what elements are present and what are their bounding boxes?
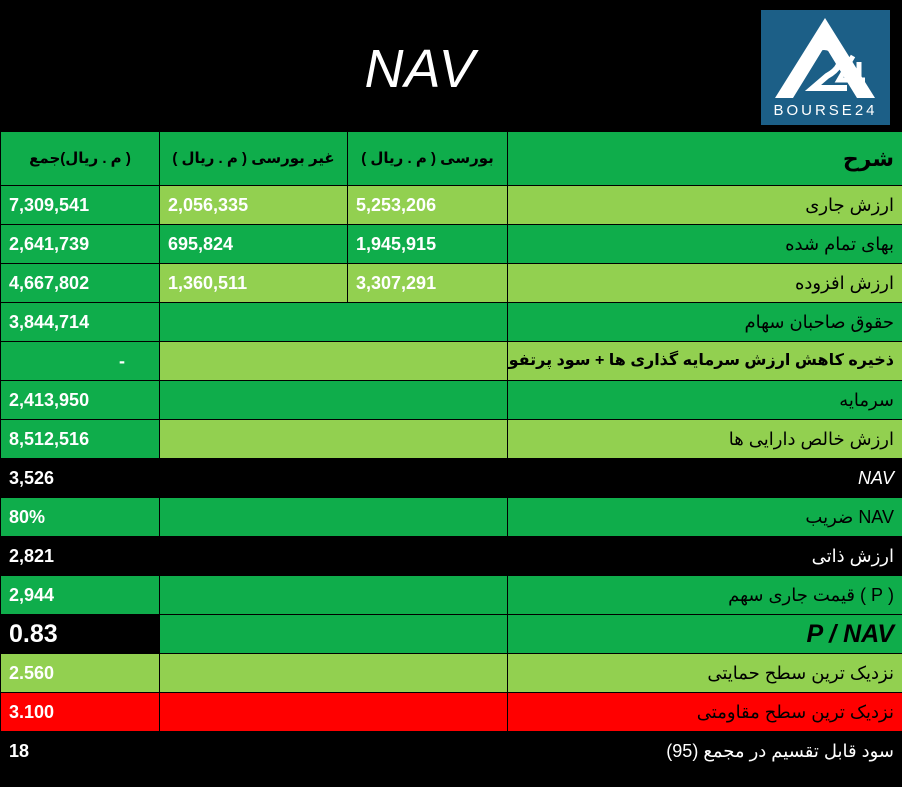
blank-cell xyxy=(159,497,508,537)
cell-total: 2,821 xyxy=(0,536,160,576)
row-label: سرمایه xyxy=(507,380,902,420)
row-label: NAV ضریب xyxy=(507,497,902,537)
table-row: 18 سود قابل تقسیم در مجمع (95) xyxy=(0,731,902,771)
table-row: 2,641,739 695,824 1,945,915 بهای تمام شد… xyxy=(0,224,902,264)
table-row: - ذخیره کاهش ارزش سرمایه گذاری ها + سود … xyxy=(0,341,902,381)
table-row: 4,667,802 1,360,511 3,307,291 ارزش افزود… xyxy=(0,263,902,303)
blank-cell xyxy=(159,731,508,771)
cell-non-bourse: 1,360,511 xyxy=(159,263,348,303)
cell-total: 4,667,802 xyxy=(0,263,160,303)
cell-non-bourse: 695,824 xyxy=(159,224,348,264)
blank-cell xyxy=(159,380,508,420)
blank-cell xyxy=(159,614,508,654)
table-row: 2,944 ( P ) قیمت جاری سهم xyxy=(0,575,902,615)
cell-bourse: 3,307,291 xyxy=(347,263,508,303)
row-label: ارزش خالص دارایی ها xyxy=(507,419,902,459)
row-label: بهای تمام شده xyxy=(507,224,902,264)
header-description: شرح xyxy=(507,131,902,186)
table-row: 3,526 NAV xyxy=(0,458,902,498)
cell-total: 18 xyxy=(0,731,160,771)
row-label: سود قابل تقسیم در مجمع (95) xyxy=(507,731,902,771)
table-row: 2.560 نزدیک ترین سطح حمایتی xyxy=(0,653,902,693)
cell-non-bourse: 2,056,335 xyxy=(159,185,348,225)
cell-total: 3.100 xyxy=(0,692,160,732)
table-row: 7,309,541 2,056,335 5,253,206 ارزش جاری xyxy=(0,185,902,225)
page-title: NAV xyxy=(364,39,476,99)
bourse24-logo: BOURSE24 xyxy=(761,10,890,125)
header-total: ( م . ریال)جمع xyxy=(0,131,160,186)
table-row: 2,821 ارزش ذاتی xyxy=(0,536,902,576)
row-label: ذخیره کاهش ارزش سرمایه گذاری ها + سود پر… xyxy=(507,341,902,381)
blank-cell xyxy=(159,419,508,459)
row-label: NAV xyxy=(507,458,902,498)
row-label: ارزش ذاتی xyxy=(507,536,902,576)
header: NAV BOURSE24 xyxy=(0,0,902,131)
row-label: ( P ) قیمت جاری سهم xyxy=(507,575,902,615)
cell-bourse: 1,945,915 xyxy=(347,224,508,264)
logo-mark-icon xyxy=(775,18,875,98)
cell-bourse: 5,253,206 xyxy=(347,185,508,225)
table-row: 80% NAV ضریب xyxy=(0,497,902,537)
cell-total: 8,512,516 xyxy=(0,419,160,459)
cell-total: 7,309,541 xyxy=(0,185,160,225)
cell-total: 2,944 xyxy=(0,575,160,615)
row-label: حقوق صاحبان سهام xyxy=(507,302,902,342)
blank-cell xyxy=(159,536,508,576)
cell-total: 3,844,714 xyxy=(0,302,160,342)
blank-cell xyxy=(159,653,508,693)
row-label: نزدیک ترین سطح حمایتی xyxy=(507,653,902,693)
header-non-bourse: غیر بورسی ( م . ریال ) xyxy=(159,131,348,186)
nav-table: ( م . ریال)جمع غیر بورسی ( م . ریال ) بو… xyxy=(0,131,902,771)
cell-total: 80% xyxy=(0,497,160,537)
row-label: P / NAV xyxy=(507,614,902,654)
table-row: 3,844,714 حقوق صاحبان سهام xyxy=(0,302,902,342)
logo-text: BOURSE24 xyxy=(773,102,878,119)
row-label: ارزش جاری xyxy=(507,185,902,225)
cell-total: 2,641,739 xyxy=(0,224,160,264)
table-row: 8,512,516 ارزش خالص دارایی ها xyxy=(0,419,902,459)
blank-cell xyxy=(159,575,508,615)
cell-total: 3,526 xyxy=(0,458,160,498)
blank-cell xyxy=(159,341,508,381)
cell-total: 2.560 xyxy=(0,653,160,693)
header-bourse: بورسی ( م . ریال ) xyxy=(347,131,508,186)
blank-cell xyxy=(159,458,508,498)
table-header-row: ( م . ریال)جمع غیر بورسی ( م . ریال ) بو… xyxy=(0,131,902,186)
blank-cell xyxy=(159,692,508,732)
cell-total: 2,413,950 xyxy=(0,380,160,420)
table-row: 3.100 نزدیک ترین سطح مقاومتی xyxy=(0,692,902,732)
blank-cell xyxy=(159,302,508,342)
cell-total: 0.83 xyxy=(0,614,160,654)
table-row: 2,413,950 سرمایه xyxy=(0,380,902,420)
row-label: نزدیک ترین سطح مقاومتی xyxy=(507,692,902,732)
cell-total: - xyxy=(0,341,160,381)
row-label: ارزش افزوده xyxy=(507,263,902,303)
table-row: 0.83 P / NAV xyxy=(0,614,902,654)
